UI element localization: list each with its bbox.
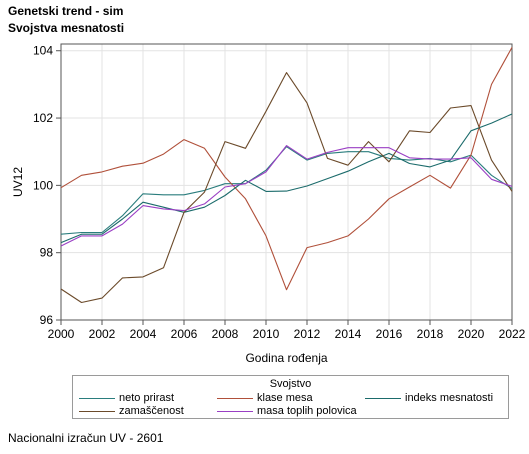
legend-label: masa toplih polovica: [257, 405, 357, 417]
x-axis-label: Godina rođenja: [245, 351, 327, 365]
x-tick-label: 2018: [417, 327, 444, 341]
legend-label: klase mesa: [257, 392, 313, 404]
x-tick-label: 2014: [335, 327, 362, 341]
legend-item-klase-mesa: klase mesa: [217, 392, 313, 404]
legend-swatch: [79, 410, 115, 412]
y-tick-label: 98: [40, 246, 54, 260]
series-line-indeks-mesnatosti: [60, 113, 513, 244]
y-tick-label: 96: [40, 313, 54, 327]
x-tick-label: 2006: [171, 327, 198, 341]
y-tick-label: 104: [33, 44, 53, 58]
legend-label: neto prirast: [119, 392, 175, 404]
legend-swatch: [79, 397, 115, 399]
x-tick-label: 2010: [253, 327, 280, 341]
x-tick-label: 2016: [376, 327, 403, 341]
series-line-zama-enost: [60, 72, 513, 304]
legend-swatch: [217, 410, 253, 412]
legend-item-indeks-mesnatosti: indeks mesnatosti: [365, 392, 493, 404]
legend: Svojstvo neto prirast klase mesa indeks …: [72, 375, 509, 419]
legend-label: indeks mesnatosti: [405, 392, 494, 404]
footnote: Nacionalni izračun UV - 2601: [8, 431, 164, 445]
series-line-masa-toplih-polovica: [60, 145, 513, 247]
y-tick-label: 102: [33, 111, 53, 125]
plot-frame: [60, 43, 513, 321]
series-line-klase-mesa: [60, 47, 513, 291]
legend-item-zamascenost: zamaščenost: [79, 405, 184, 417]
legend-swatch: [217, 397, 253, 399]
y-axis-label: UV12: [11, 167, 25, 197]
legend-swatch: [365, 397, 401, 399]
legend-item-masa-toplih-polovica: masa toplih polovica: [217, 405, 357, 417]
chart-subtitle: Svojstva mesnatosti: [8, 21, 125, 35]
y-tick-label: 100: [33, 178, 53, 192]
x-tick-label: 2022: [499, 327, 526, 341]
x-tick-label: 2012: [294, 327, 321, 341]
x-tick-label: 2020: [458, 327, 485, 341]
legend-title: Svojstvo: [269, 378, 312, 390]
series-line-neto-prirast: [60, 146, 513, 235]
x-tick-label: 2004: [130, 327, 157, 341]
x-tick-label: 2002: [89, 327, 116, 341]
chart-title: Genetski trend - sim: [8, 4, 124, 18]
legend-item-neto-prirast: neto prirast: [79, 392, 174, 404]
legend-label: zamaščenost: [119, 405, 184, 417]
x-tick-label: 2000: [48, 327, 75, 341]
x-tick-label: 2008: [212, 327, 239, 341]
